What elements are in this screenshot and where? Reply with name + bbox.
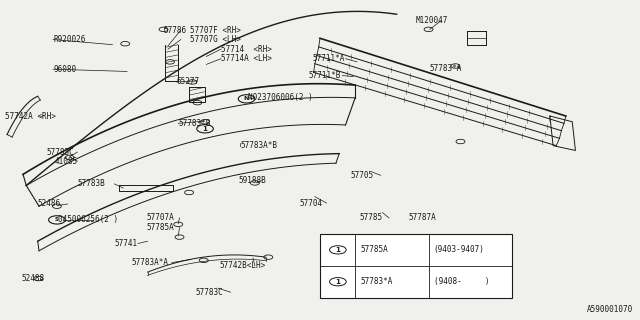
Text: 41085: 41085 xyxy=(54,157,77,166)
Text: 57783*A: 57783*A xyxy=(430,64,462,73)
Text: 57741: 57741 xyxy=(115,239,138,248)
Text: 1: 1 xyxy=(203,126,207,132)
Text: 57707A: 57707A xyxy=(147,213,174,222)
Text: 57785A: 57785A xyxy=(360,245,388,254)
Text: R920026: R920026 xyxy=(53,35,85,44)
Text: 57711*B: 57711*B xyxy=(308,71,341,80)
Text: 57783*B: 57783*B xyxy=(178,119,211,128)
Text: 57742A <RH>: 57742A <RH> xyxy=(4,113,56,122)
Text: N: N xyxy=(244,96,249,101)
Text: 57704: 57704 xyxy=(300,198,323,207)
Text: 57783*A: 57783*A xyxy=(360,277,392,286)
Text: 57783C: 57783C xyxy=(47,148,74,156)
Text: 57785: 57785 xyxy=(360,213,383,222)
Text: 57786: 57786 xyxy=(164,26,187,35)
Text: 57783B: 57783B xyxy=(77,180,105,188)
Text: (9408-     ): (9408- ) xyxy=(434,277,489,286)
Text: 52486: 52486 xyxy=(38,199,61,208)
Text: 57714  <RH>: 57714 <RH> xyxy=(221,44,272,54)
Text: 57705: 57705 xyxy=(351,171,374,180)
Text: 57785A: 57785A xyxy=(147,223,174,232)
Text: S: S xyxy=(55,217,59,222)
Text: 65277: 65277 xyxy=(176,77,200,86)
Text: 57707F <RH>: 57707F <RH> xyxy=(190,26,241,35)
Text: 96080: 96080 xyxy=(53,65,76,74)
Text: 57783C: 57783C xyxy=(195,288,223,297)
Text: 1: 1 xyxy=(335,279,340,285)
Text: 57742B<LH>: 57742B<LH> xyxy=(219,261,266,270)
Text: 59188B: 59188B xyxy=(238,176,266,185)
Text: 57783A*A: 57783A*A xyxy=(132,258,168,267)
Text: 1: 1 xyxy=(335,247,340,253)
Text: 57787A: 57787A xyxy=(408,213,436,222)
Text: M120047: M120047 xyxy=(416,16,448,25)
Text: 57714A <LH>: 57714A <LH> xyxy=(221,54,272,63)
Text: 52488: 52488 xyxy=(21,274,44,283)
FancyBboxPatch shape xyxy=(320,234,511,298)
Text: A590001070: A590001070 xyxy=(587,305,633,314)
Text: 57783A*B: 57783A*B xyxy=(240,141,277,150)
Text: 045006256(2 ): 045006256(2 ) xyxy=(58,215,118,224)
Text: 57711*A: 57711*A xyxy=(312,54,345,63)
Text: N023706006(2 ): N023706006(2 ) xyxy=(248,93,313,102)
Text: (9403-9407): (9403-9407) xyxy=(434,245,484,254)
Text: 57707G <LH>: 57707G <LH> xyxy=(190,35,241,44)
